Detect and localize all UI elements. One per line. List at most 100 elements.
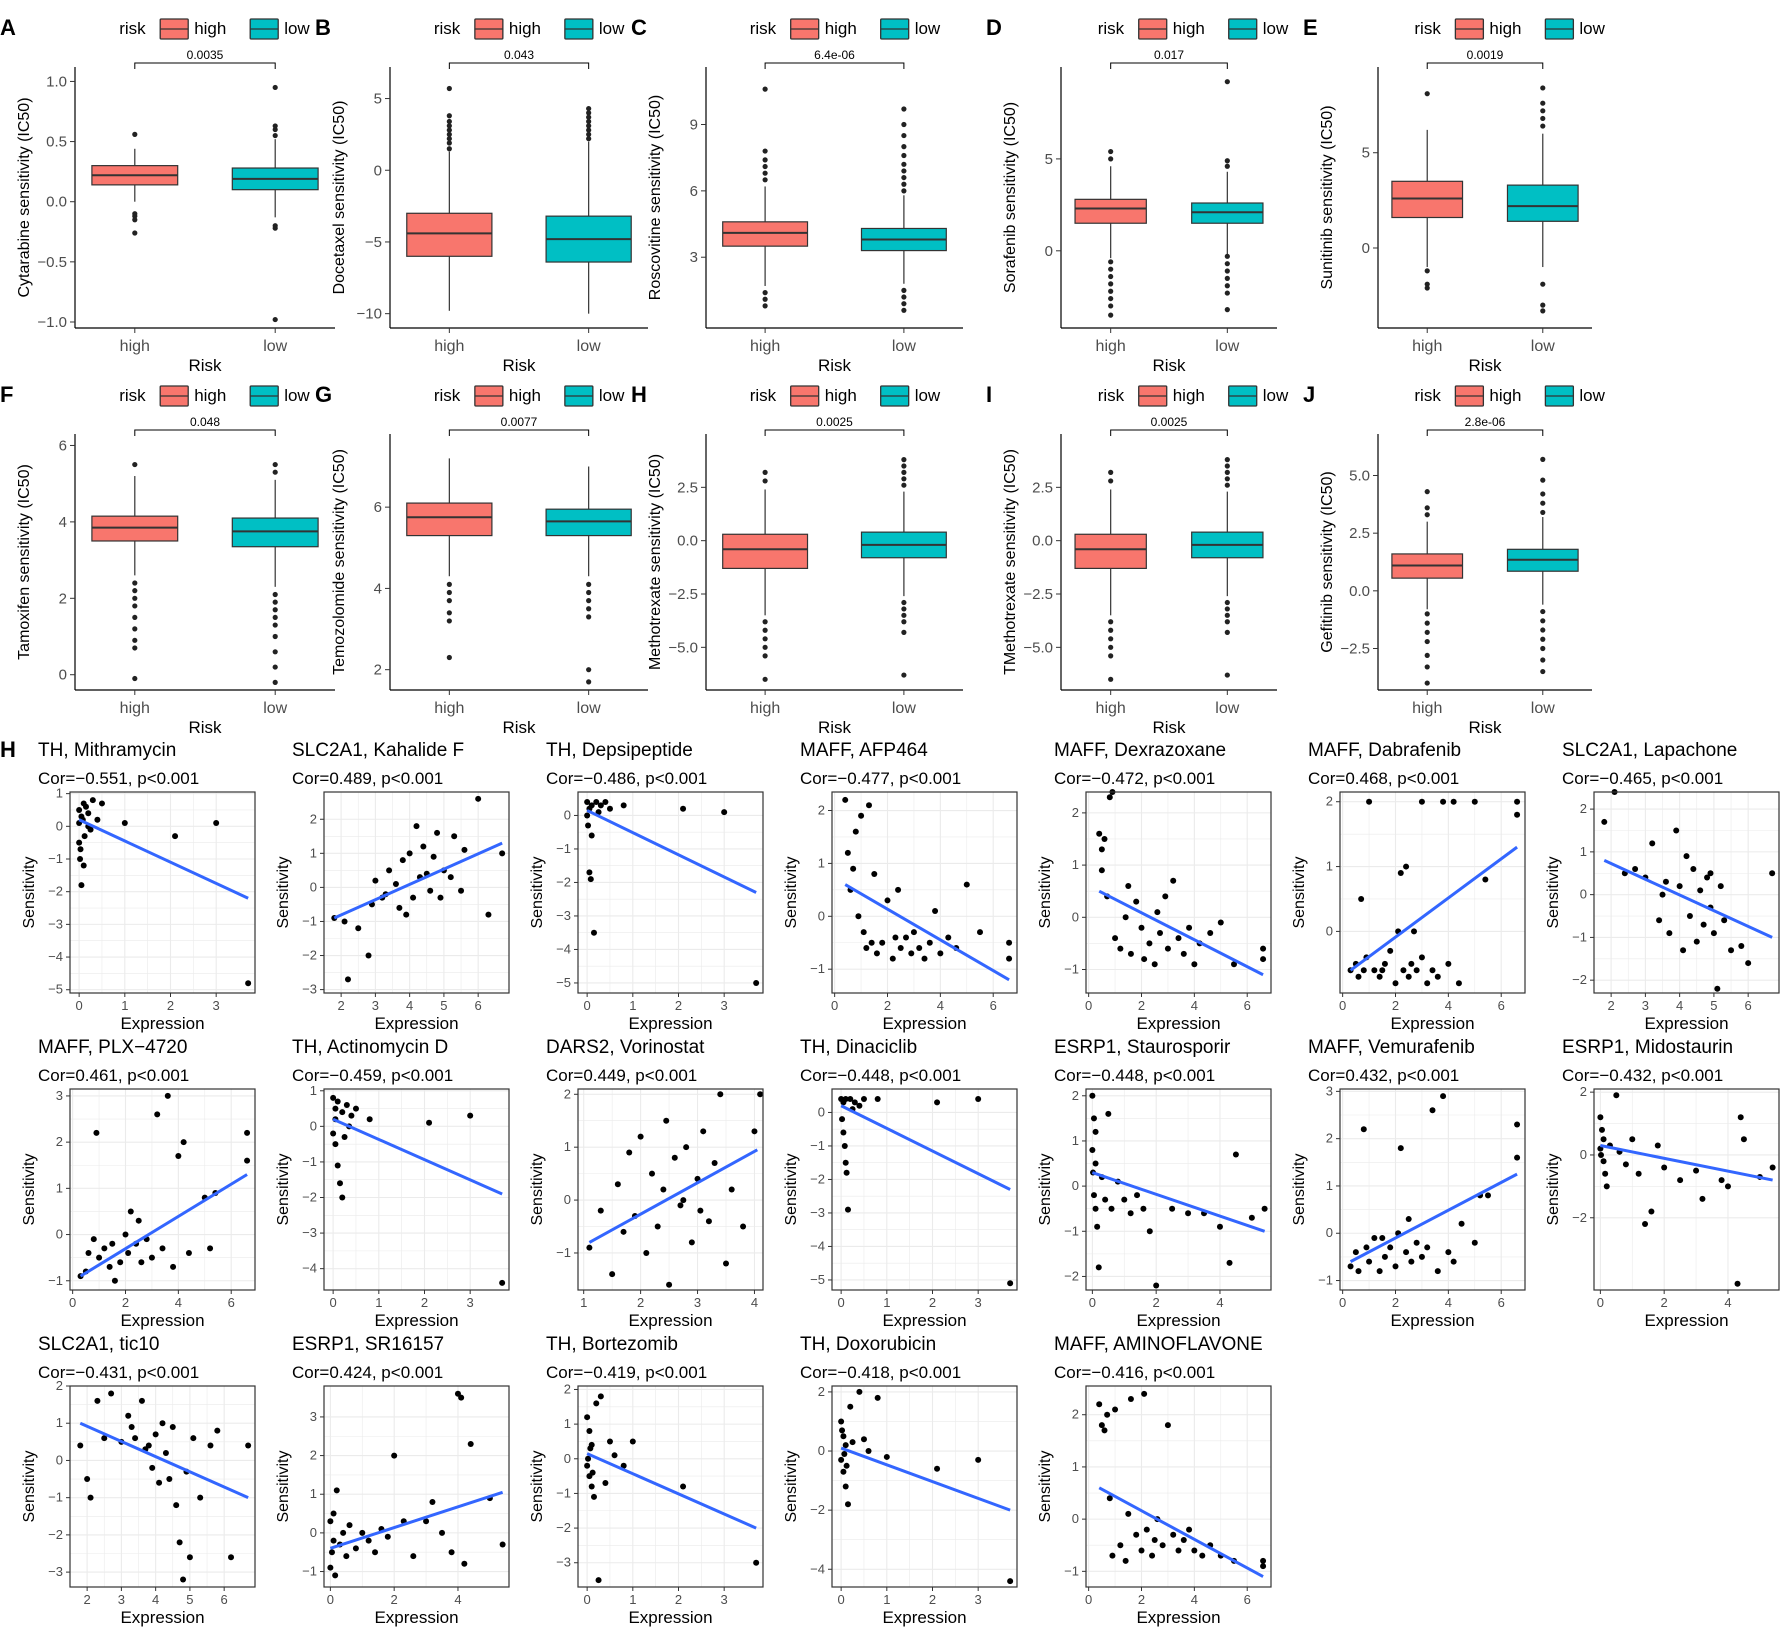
data-point: [1089, 1092, 1096, 1099]
outlier-point: [901, 301, 907, 307]
data-point: [451, 833, 458, 840]
outlier-point: [762, 86, 768, 92]
scatter-panel-16: ESRP1, SR16157 Cor=0.424, p<0.001 0 2 4 −1 0 1 2…: [275, 1334, 510, 1627]
outlier-point: [272, 461, 278, 468]
data-point: [584, 1462, 591, 1469]
outlier-point: [586, 667, 592, 673]
significance-bracket: [1110, 62, 1228, 69]
box-low: [1191, 457, 1264, 678]
data-point: [228, 1554, 235, 1561]
y-tick-label: 0.0: [1032, 533, 1053, 550]
y-axis-title: Sensitivity: [529, 1450, 546, 1522]
outlier-point: [1108, 303, 1114, 309]
data-point: [467, 1112, 474, 1119]
outlier-point: [901, 161, 907, 167]
outlier-point: [901, 476, 907, 482]
data-point: [897, 945, 904, 952]
outlier-point: [272, 607, 278, 613]
outlier-point: [762, 170, 768, 176]
data-point: [1180, 950, 1187, 957]
outlier-point: [762, 177, 768, 183]
outlier-point: [1540, 281, 1546, 287]
outlier-point: [1540, 456, 1546, 462]
y-tick-label: 3: [56, 1088, 63, 1103]
data-point: [1514, 811, 1521, 818]
data-point: [429, 1498, 436, 1505]
x-axis-title: Expression: [1644, 1311, 1728, 1330]
data-point: [921, 955, 928, 962]
legend-title: risk: [750, 386, 777, 405]
data-point: [975, 1456, 982, 1463]
data-point: [1381, 1253, 1388, 1260]
data-point: [609, 1271, 616, 1278]
x-tick-label: 2: [637, 1295, 644, 1310]
data-point: [1141, 1390, 1148, 1397]
x-tick-label: low: [1215, 700, 1239, 717]
plot-area: [1086, 1386, 1271, 1587]
x-tick-label: 5: [186, 1592, 193, 1607]
data-point: [1260, 945, 1267, 952]
outlier-point: [1540, 668, 1546, 675]
scatter-panel-11: TH, Dinaciclib Cor=−0.448, p<0.001 0 1 2 3 −5 −…: [783, 1037, 1018, 1330]
y-tick-label: 0: [818, 908, 825, 923]
x-axis-title: Expression: [1136, 1014, 1220, 1033]
data-point: [1471, 798, 1478, 805]
data-point: [1686, 913, 1693, 920]
data-point: [597, 1207, 604, 1214]
data-point: [1411, 928, 1417, 935]
x-tick-label: 0: [1089, 1295, 1096, 1310]
data-point: [448, 1549, 455, 1556]
y-tick-label: −2: [1064, 1268, 1079, 1283]
data-point: [589, 1469, 596, 1476]
data-point: [1096, 830, 1103, 837]
scatter-panel-5: MAFF, Dexrazoxane Cor=−0.472, p<0.001 0 2 4 6…: [1037, 740, 1272, 1033]
data-point: [1450, 1258, 1457, 1265]
data-point: [437, 894, 444, 901]
outlier-point: [901, 469, 907, 475]
y-tick-label: 4: [59, 514, 67, 531]
data-point: [1717, 883, 1724, 890]
data-point: [839, 1116, 846, 1123]
significance-bracket: [1426, 62, 1544, 69]
x-tick-label: 4: [1191, 1592, 1198, 1607]
regression-line: [586, 1452, 757, 1530]
outlier-point: [1224, 158, 1230, 164]
data-point: [926, 939, 933, 946]
plot-area: [578, 1386, 763, 1587]
outlier-point: [901, 144, 907, 150]
panel-border: [323, 1088, 510, 1291]
data-point: [660, 1186, 667, 1193]
outlier-point: [1424, 638, 1430, 645]
data-point: [843, 1462, 850, 1469]
y-tick-label: 2: [818, 1384, 825, 1399]
data-point: [1104, 1411, 1111, 1418]
scatter-panel-14: ESRP1, Midostaurin Cor=−0.432, p<0.001 0 2 4…: [1545, 1037, 1780, 1330]
y-tick-label: −2: [48, 884, 63, 899]
data-point: [1363, 1244, 1370, 1251]
data-point: [866, 802, 872, 809]
data-point: [1418, 798, 1425, 805]
outlier-point: [762, 157, 768, 163]
y-tick-label: −3: [302, 982, 317, 997]
y-tick-label: −2.5: [1023, 586, 1053, 603]
data-point: [753, 979, 760, 986]
outlier-point: [901, 482, 907, 488]
regression-line: [79, 1173, 248, 1278]
data-point: [1429, 1107, 1436, 1114]
data-point: [677, 1202, 684, 1209]
legend-label-low: low: [915, 386, 941, 405]
y-tick-label: 1: [1326, 859, 1333, 874]
y-axis-title: Cytarabine sensitivity (IC50): [16, 97, 33, 297]
data-point: [332, 1141, 339, 1148]
plot-area: [1086, 792, 1271, 993]
y-tick-label: 0: [1326, 1225, 1333, 1240]
plot-area: [70, 1386, 255, 1587]
data-point: [132, 1435, 139, 1442]
outlier-point: [1108, 469, 1114, 475]
x-axis-title: Expression: [628, 1014, 712, 1033]
outlier-point: [272, 633, 278, 640]
outlier-point: [1224, 612, 1230, 618]
regression-line: [1349, 1172, 1518, 1263]
data-point: [1429, 967, 1436, 974]
data-point: [244, 1157, 251, 1164]
